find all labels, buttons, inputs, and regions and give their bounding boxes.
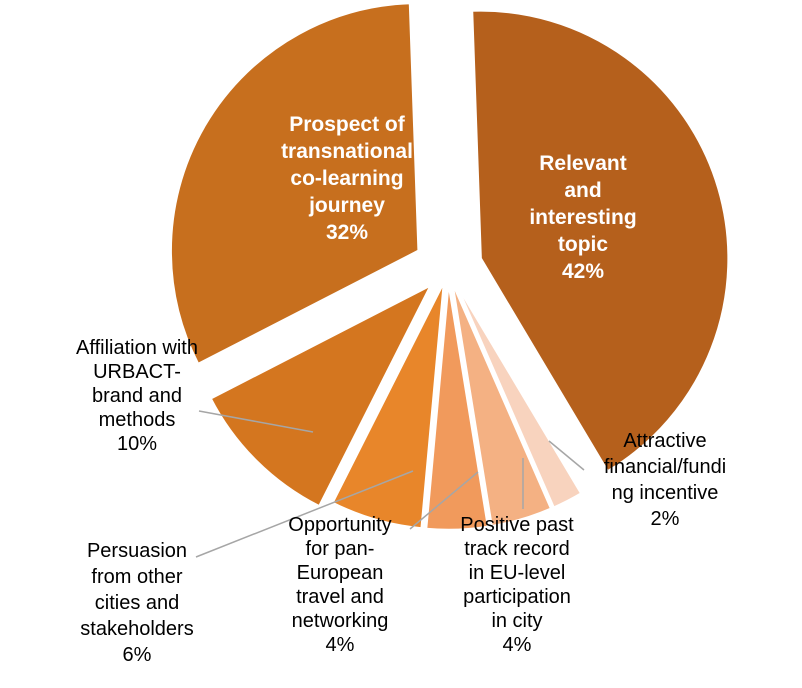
- pie-slice: [424, 281, 490, 532]
- slice-labels: Relevant and interesting topic 42% Attractive…: [76, 113, 726, 666]
- slice-value-label: 4%: [326, 634, 355, 656]
- slice-value-label: 4%: [503, 634, 532, 656]
- leader-line: [548, 440, 585, 471]
- slice-label-line: Persuasion: [87, 540, 187, 562]
- slice-value-label: 32%: [326, 221, 368, 244]
- slice-label-line: Prospect of: [289, 113, 406, 136]
- slice-label-line: cities and: [95, 592, 180, 614]
- slice-label-line: stakeholders: [80, 618, 193, 640]
- slice-label-line: Opportunity: [288, 514, 391, 536]
- pie-slice: [450, 280, 553, 528]
- slice-label-line: participation: [463, 586, 571, 608]
- slice-label-line: for pan-: [306, 538, 375, 560]
- slice-label: Affiliation with URBACT-brand and methods 1…: [76, 337, 198, 455]
- pie-slice: [470, 9, 730, 474]
- pie-slice: [169, 1, 420, 366]
- slice-label-line: interesting: [529, 206, 636, 229]
- slice-label-line: European: [297, 562, 384, 584]
- slice-label: Attractive financial/fundi ng incentive 2%: [604, 430, 726, 530]
- slice-label-line: transnational: [281, 140, 413, 163]
- slice-value-label: 6%: [123, 644, 152, 666]
- pie-slices: [169, 1, 730, 532]
- leader-line: [195, 470, 414, 558]
- slice-label-line: ng incentive: [612, 482, 719, 504]
- slice-label-line: financial/fundi: [604, 456, 726, 478]
- slice-label: Relevant and interesting topic 42%: [529, 152, 636, 283]
- slice-value-label: 2%: [651, 508, 680, 530]
- slice-value-label: 10%: [117, 433, 157, 455]
- slice-label-line: Relevant: [539, 152, 627, 175]
- slice-label: Prospect of transnational co-learning journ…: [281, 113, 413, 244]
- leader-lines: [195, 410, 585, 558]
- slice-label-line: journey: [308, 194, 385, 217]
- slice-label-line: co-learning: [290, 167, 403, 190]
- slice-label-line: in EU-level: [469, 562, 566, 584]
- slice-label-line: brand and: [92, 385, 182, 407]
- slice-label-line: Affiliation with: [76, 337, 198, 359]
- slice-label-line: and: [564, 179, 601, 202]
- leader-line: [198, 410, 314, 433]
- slice-label-line: topic: [558, 233, 608, 256]
- slice-label-line: methods: [99, 409, 176, 431]
- pie-slice: [208, 282, 434, 509]
- slice-label-line: Attractive: [623, 430, 706, 452]
- slice-label: Persuasion from other cities and stakeholde…: [80, 540, 193, 666]
- slice-label: Opportunity for pan-European travel and net…: [288, 514, 391, 656]
- pie-slice: [453, 279, 584, 510]
- slice-label-line: in city: [491, 610, 542, 632]
- slice-label-line: URBACT-: [93, 361, 181, 383]
- slice-label-line: travel and: [296, 586, 384, 608]
- leader-line: [409, 471, 479, 530]
- slice-value-label: 42%: [562, 260, 604, 283]
- slice-label-line: networking: [292, 610, 389, 632]
- slice-label: Positive past track record in EU-level part…: [460, 514, 574, 656]
- slice-label-line: track record: [464, 538, 570, 560]
- slice-label-line: Positive past: [460, 514, 574, 536]
- slice-label-line: from other: [91, 566, 182, 588]
